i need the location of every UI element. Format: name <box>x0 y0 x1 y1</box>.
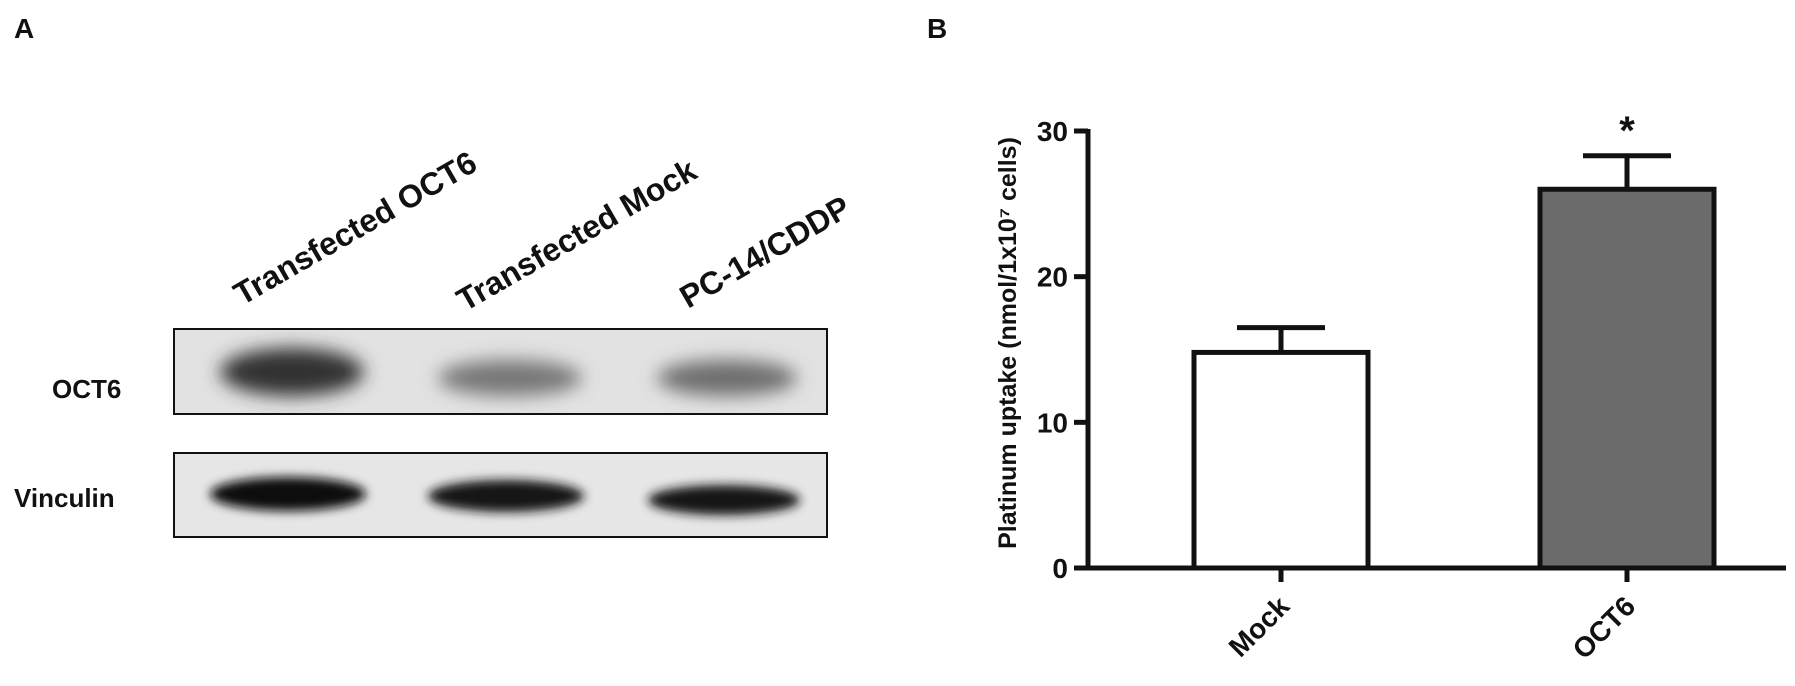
bar <box>1191 349 1371 571</box>
band <box>220 348 364 396</box>
band <box>657 360 797 396</box>
band <box>428 480 584 512</box>
y-tick-label: 10 <box>1037 407 1068 438</box>
row-label: OCT6 <box>52 374 121 404</box>
y-axis-label: Platinum uptake (nmol/1x10⁷ cells) <box>994 137 1022 549</box>
x-tick-label: Mock <box>1223 590 1296 663</box>
row-label: Vinculin <box>14 483 115 513</box>
lane-label: Transfected OCT6 <box>228 144 483 312</box>
band <box>648 485 800 515</box>
panel-label: A <box>14 13 34 44</box>
band <box>438 360 582 396</box>
band <box>210 477 366 511</box>
annotation: * <box>1619 109 1635 153</box>
y-tick-label: 20 <box>1037 262 1068 293</box>
panel-label: B <box>927 13 947 44</box>
lane-label: Transfected Mock <box>451 152 703 318</box>
y-tick-label: 30 <box>1037 116 1068 147</box>
bar <box>1537 186 1717 571</box>
lane-label: PC-14/CDDP <box>674 189 857 315</box>
y-tick-label: 0 <box>1052 553 1068 584</box>
x-tick-label: OCT6 <box>1567 590 1642 665</box>
blot <box>173 328 828 538</box>
